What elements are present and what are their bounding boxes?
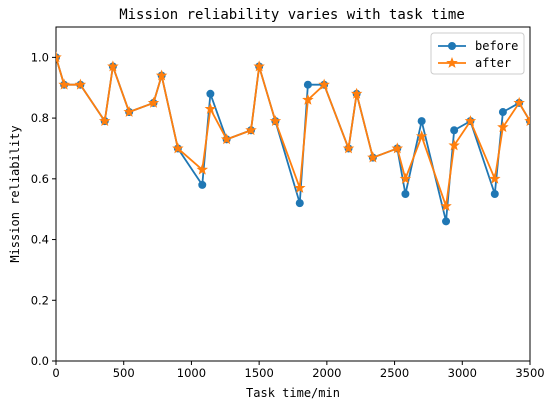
series-before xyxy=(56,53,530,226)
data-point-after xyxy=(464,115,477,127)
data-point-after xyxy=(448,139,460,151)
series-layer xyxy=(56,51,530,226)
data-point-after xyxy=(302,93,314,105)
x-tick-label: 2000 xyxy=(312,366,341,380)
x-axis-label: Task time/min xyxy=(246,386,340,400)
plot-area xyxy=(55,26,531,362)
data-point-before xyxy=(417,117,426,126)
data-point-after xyxy=(391,142,404,154)
data-point-before xyxy=(303,80,312,89)
series-after xyxy=(56,51,530,212)
plot-frame xyxy=(55,26,531,362)
data-point-after xyxy=(74,78,87,90)
data-point-after xyxy=(415,130,428,142)
legend-marker-after xyxy=(446,56,458,68)
y-tick-label: 0.6 xyxy=(31,172,49,186)
y-axis-ticks: 0.0 0.2 0.4 0.6 0.8 1.0 xyxy=(31,50,56,368)
legend: before after xyxy=(430,32,525,75)
data-point-before xyxy=(206,89,215,98)
data-point-after xyxy=(342,142,355,154)
data-point-after xyxy=(56,51,62,63)
x-axis-ticks: 0 500 1000 1500 2000 2500 3000 3500 xyxy=(52,361,545,380)
data-point-after xyxy=(58,78,70,90)
data-point-before xyxy=(295,199,304,208)
data-point-before xyxy=(198,180,207,189)
data-point-after xyxy=(253,60,265,72)
x-tick-label: 1500 xyxy=(245,366,274,380)
data-point-after xyxy=(513,96,525,108)
x-tick-label: 0 xyxy=(52,366,59,380)
y-axis-label: Mission reliability xyxy=(8,125,22,262)
y-tick-label: 0.8 xyxy=(31,111,49,125)
y-tick-label: 0.0 xyxy=(31,354,49,368)
data-point-after xyxy=(524,115,530,127)
x-tick-label: 2500 xyxy=(380,366,409,380)
data-point-after xyxy=(123,105,135,117)
data-point-after xyxy=(147,96,160,108)
legend-label-after: after xyxy=(475,56,511,70)
data-point-before xyxy=(490,190,499,198)
data-point-after xyxy=(318,78,330,90)
x-tick-label: 3500 xyxy=(515,366,544,380)
data-point-after xyxy=(294,181,306,193)
data-point-before xyxy=(498,108,507,117)
data-point-after xyxy=(220,133,233,145)
x-tick-label: 3000 xyxy=(448,366,477,380)
y-tick-label: 0.4 xyxy=(31,233,49,247)
data-point-after xyxy=(245,124,257,136)
data-point-after xyxy=(155,69,168,81)
data-point-before xyxy=(442,217,451,226)
data-point-after xyxy=(399,172,412,184)
legend-marker-before xyxy=(448,42,456,50)
y-tick-label: 1.0 xyxy=(31,50,49,64)
data-point-after xyxy=(107,60,119,72)
data-point-after xyxy=(172,142,184,154)
data-point-after xyxy=(99,115,111,127)
data-point-after xyxy=(350,87,363,99)
data-point-after xyxy=(269,115,282,127)
chart-title: Mission reliability varies with task tim… xyxy=(119,7,465,23)
series-line-after xyxy=(56,57,530,208)
data-point-after xyxy=(367,151,379,163)
data-point-after xyxy=(489,172,501,184)
data-point-after xyxy=(196,163,209,175)
data-point-after xyxy=(497,121,509,133)
data-point-before xyxy=(401,190,410,198)
data-point-before xyxy=(450,126,459,135)
data-point-after xyxy=(440,200,452,212)
x-tick-label: 1000 xyxy=(177,366,206,380)
x-tick-label: 500 xyxy=(113,366,135,380)
data-point-after xyxy=(204,102,217,114)
legend-label-before: before xyxy=(475,39,518,53)
y-tick-label: 0.2 xyxy=(31,293,49,307)
